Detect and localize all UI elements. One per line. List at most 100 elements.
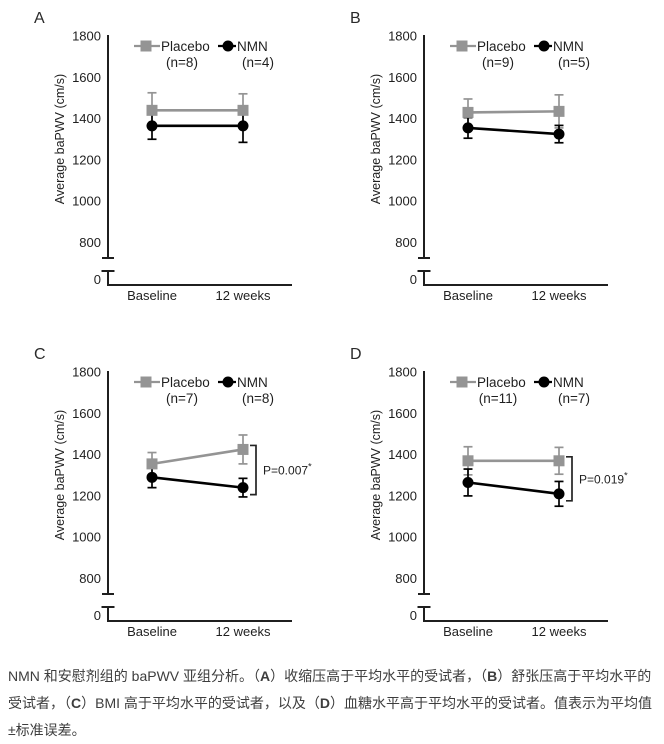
y-tick-label: 1200 (388, 152, 417, 167)
data-marker-circle (146, 471, 158, 483)
data-marker-circle (553, 128, 565, 140)
data-marker-square (462, 106, 474, 118)
legend-label: NMN (553, 375, 584, 390)
legend-marker-square (140, 376, 152, 388)
p-value-label: P=0.019* (579, 470, 628, 486)
data-marker-square (146, 104, 158, 116)
caption-text: ）BMI 高于平均水平的受试者，以及（ (81, 695, 320, 711)
y-tick-label: 1400 (72, 111, 101, 126)
caption-panel-ref: B (487, 668, 498, 684)
caption-panel-ref: A (260, 668, 271, 684)
legend-marker-circle (538, 40, 550, 52)
legend-marker-square (456, 376, 468, 388)
y-tick-label: 1400 (388, 447, 417, 462)
caption-panel-ref: D (319, 695, 331, 711)
y-tick-label: 1200 (72, 152, 101, 167)
y-tick-label: 800 (395, 571, 417, 586)
y-break-zero-label: 0 (410, 608, 417, 623)
y-tick-label: 1400 (388, 111, 417, 126)
panel-C: C 1800 1600 1400 1200 1000 800 0 Baseline 12 week… (0, 336, 316, 658)
y-tick-label: 1600 (72, 70, 101, 85)
panel-B: B 1800 1600 1400 1200 1000 800 0 Baseline 12 week… (316, 0, 664, 336)
series-line-placebo (151, 448, 244, 466)
data-marker-square (462, 455, 474, 467)
caption-text: ）舒张压高于平均水平的受试者，（ (8, 668, 652, 711)
y-tick-label: 1800 (388, 29, 417, 44)
data-marker-square (553, 105, 565, 117)
legend-label: Placebo (477, 375, 526, 390)
x-category-label: Baseline (443, 624, 493, 639)
panel-A: A 1800 1600 1400 1200 1000 800 0 Baseline 12 week… (0, 0, 316, 336)
y-tick-label: 1600 (388, 406, 417, 421)
x-category-label: Baseline (127, 624, 177, 639)
y-tick-label: 800 (79, 235, 101, 250)
legend-label: NMN (237, 375, 268, 390)
p-value-bracket (250, 444, 257, 496)
y-break-zero-label: 0 (94, 272, 101, 287)
panel-C-chart: C 1800 1600 1400 1200 1000 800 0 Baseline 12 week… (34, 346, 312, 639)
data-marker-circle (462, 476, 474, 488)
legend-marker-square (140, 40, 152, 52)
y-axis-title: Average baPWV (cm/s) (369, 74, 383, 204)
y-axis-title: Average baPWV (cm/s) (53, 410, 67, 540)
legend-label: NMN (237, 39, 268, 54)
y-tick-label: 1800 (388, 365, 417, 380)
p-value-label: P=0.007* (263, 462, 312, 478)
y-tick-label: 800 (395, 235, 417, 250)
legend-n-label: (n=9) (482, 55, 514, 70)
y-break-zero-label: 0 (94, 608, 101, 623)
x-category-label: 12 weeks (216, 288, 271, 303)
p-value-bracket (566, 455, 573, 502)
panel-letter: B (350, 10, 361, 27)
data-marker-circle (553, 488, 565, 500)
legend-n-label: (n=5) (558, 55, 590, 70)
y-axis-title: Average baPWV (cm/s) (369, 410, 383, 540)
legend-marker-circle (538, 376, 550, 388)
data-marker-circle (462, 122, 474, 134)
y-tick-label: 1200 (388, 488, 417, 503)
panel-letter: D (350, 346, 362, 363)
legend-label: Placebo (477, 39, 526, 54)
caption-panel-ref: C (71, 695, 82, 711)
y-tick-label: 1600 (388, 70, 417, 85)
y-tick-label: 1800 (72, 365, 101, 380)
data-marker-square (237, 104, 249, 116)
series-line-nmn (467, 126, 560, 136)
panel-A-chart: A 1800 1600 1400 1200 1000 800 0 Baseline 12 week… (34, 10, 292, 303)
y-tick-label: 1800 (72, 29, 101, 44)
legend-label: Placebo (161, 39, 210, 54)
y-break-zero-label: 0 (410, 272, 417, 287)
y-axis-title: Average baPWV (cm/s) (53, 74, 67, 204)
data-marker-square (553, 455, 565, 467)
caption-text: ）收缩压高于平均水平的受试者，（ (270, 668, 488, 684)
legend-n-label: (n=8) (166, 55, 198, 70)
data-marker-circle (237, 482, 249, 494)
data-marker-square (146, 458, 158, 470)
y-tick-label: 1000 (72, 194, 101, 209)
y-tick-label: 1000 (388, 194, 417, 209)
panel-letter: A (34, 10, 45, 27)
x-category-label: 12 weeks (532, 624, 587, 639)
data-marker-circle (237, 120, 249, 132)
y-tick-label: 1600 (72, 406, 101, 421)
legend-label: Placebo (161, 375, 210, 390)
y-tick-label: 800 (79, 571, 101, 586)
panel-D: D 1800 1600 1400 1200 1000 800 0 Baseline 12 week… (316, 336, 664, 658)
panel-B-chart: B 1800 1600 1400 1200 1000 800 0 Baseline 12 week… (350, 10, 608, 303)
legend-marker-square (456, 40, 468, 52)
y-tick-label: 1200 (72, 488, 101, 503)
series-line-nmn (467, 481, 560, 496)
panel-letter: C (34, 346, 46, 363)
x-category-label: 12 weeks (532, 288, 587, 303)
panel-grid: A 1800 1600 1400 1200 1000 800 0 Baseline 12 week… (0, 0, 664, 658)
x-category-label: Baseline (443, 288, 493, 303)
series-line-placebo (467, 110, 560, 114)
legend-n-label: (n=7) (166, 391, 198, 406)
legend-n-label: (n=11) (479, 391, 517, 406)
panel-D-chart: D 1800 1600 1400 1200 1000 800 0 Baseline 12 week… (350, 346, 628, 639)
legend-n-label: (n=7) (558, 391, 590, 406)
legend-label: NMN (553, 39, 584, 54)
y-tick-label: 1000 (72, 530, 101, 545)
x-category-label: 12 weeks (216, 624, 271, 639)
